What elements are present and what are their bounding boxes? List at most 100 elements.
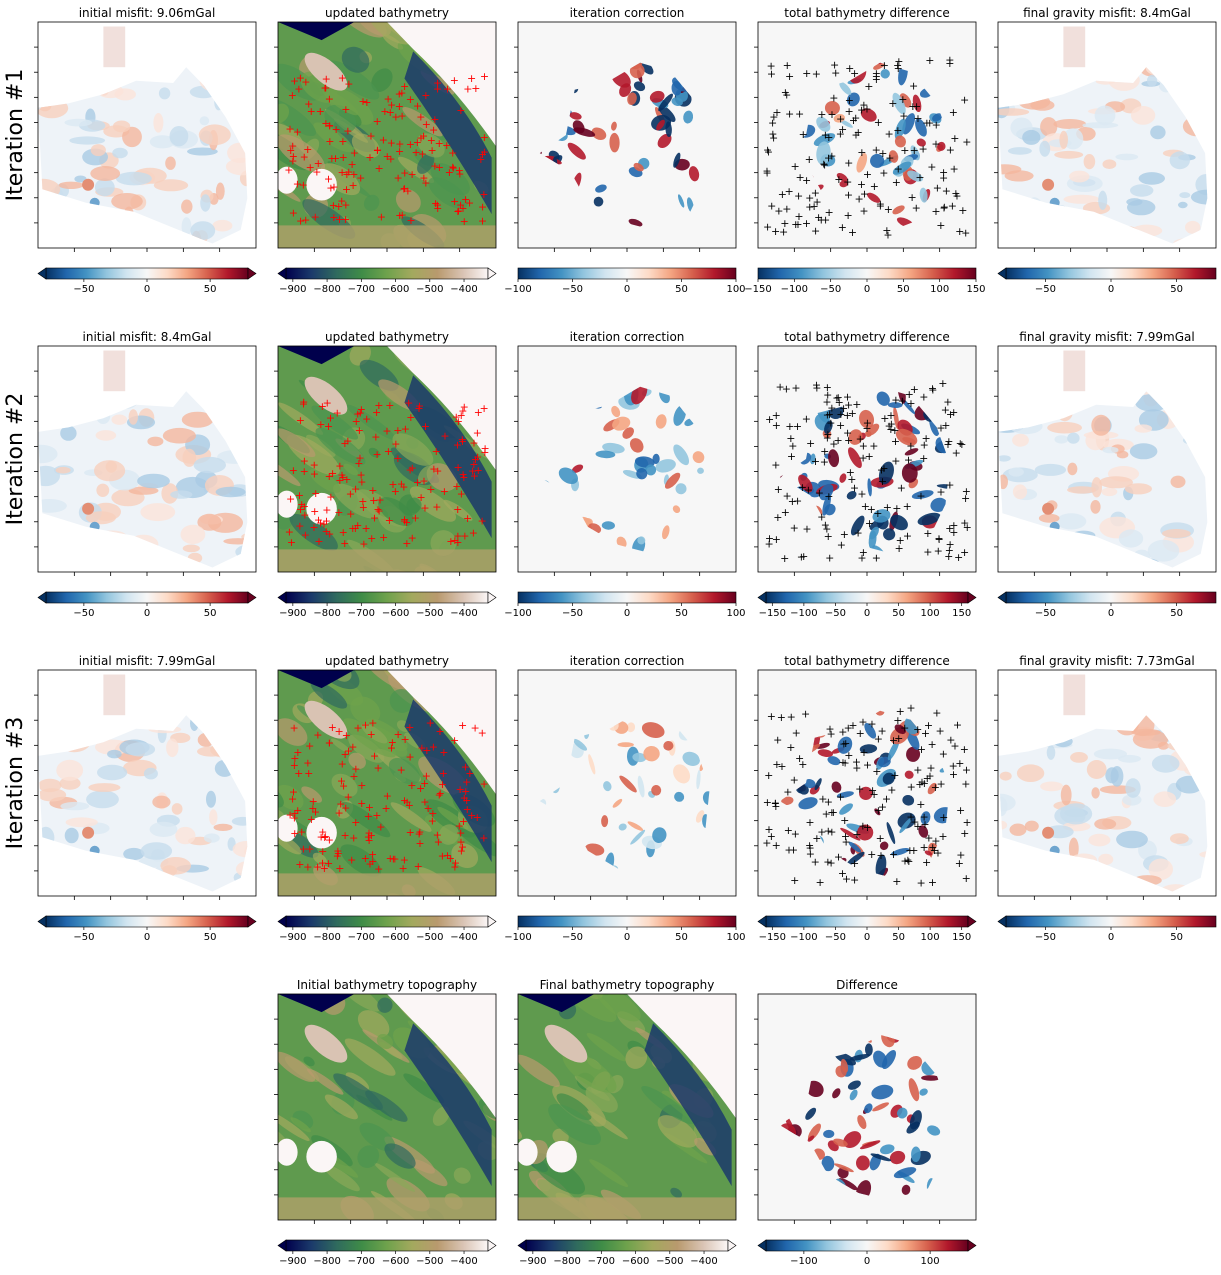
terrain-patch: [301, 786, 323, 803]
constraint-point: +: [762, 837, 771, 850]
misfit-patch: [1201, 460, 1208, 472]
difference-patch: [846, 851, 865, 866]
constraint-point: +: [370, 749, 379, 762]
difference-patch: [870, 153, 885, 168]
difference-patch: [894, 118, 906, 140]
misfit-patch: [111, 193, 143, 210]
difference-patch: [919, 1088, 928, 1096]
constraint-point: +: [950, 132, 959, 145]
constraint-point: +: [834, 391, 843, 404]
constraint-point: +: [935, 725, 944, 738]
constraint-point: +: [406, 411, 415, 424]
constraint-point: +: [381, 802, 390, 815]
constraint-point: +: [827, 149, 836, 162]
terrain-patch: [278, 103, 290, 124]
constraint-point: +: [480, 131, 489, 144]
r1c3-background: [518, 22, 736, 248]
constraint-point: +: [460, 530, 469, 543]
misfit-patch: [187, 147, 218, 156]
constraint-point: +: [823, 855, 832, 868]
difference-patch: [876, 391, 890, 406]
misfit-patch: [1133, 875, 1162, 886]
constraint-point: +: [861, 500, 870, 513]
colorbar-tick-label: 0: [624, 932, 630, 943]
constraint-point: +: [842, 873, 851, 886]
constraint-point: +: [782, 490, 791, 503]
colorbar-tick-label: −800: [553, 1256, 580, 1267]
constraint-point: +: [823, 389, 832, 402]
colorbar-extend-max: [247, 591, 257, 604]
constraint-point: +: [419, 130, 428, 143]
difference-patch: [612, 416, 631, 431]
misfit-patch: [169, 126, 189, 147]
terrain-patch: [278, 1051, 316, 1082]
constraint-point: +: [817, 511, 826, 524]
terrain-patch: [518, 1054, 560, 1087]
ice-rise: [306, 168, 337, 201]
colorbar-tick-label: 100: [921, 608, 940, 619]
colorbar-tick-label: −900: [519, 1256, 546, 1267]
difference-patch: [567, 142, 586, 160]
constraint-point: +: [798, 758, 807, 771]
constraint-point: +: [433, 83, 442, 96]
constraint-point: +: [906, 439, 915, 452]
misfit-patch: [199, 116, 210, 126]
colorbar-tick-label: −900: [279, 284, 306, 295]
constraint-point: +: [318, 400, 327, 413]
difference-patch: [846, 490, 857, 500]
constraint-point: +: [395, 88, 404, 101]
terrain-patch: [278, 428, 316, 458]
constraint-point: +: [925, 117, 934, 130]
constraint-point: +: [773, 511, 782, 524]
constraint-point: +: [435, 788, 444, 801]
constraint-point: +: [824, 131, 833, 144]
panel-r4c2: Initial bathymetry topography−900 −800 −70…: [274, 978, 497, 1267]
constraint-point: +: [457, 409, 466, 422]
constraint-point: +: [288, 154, 297, 167]
difference-patch: [860, 108, 877, 122]
colorbar-extend-min: [37, 915, 47, 928]
colorbar-extend-min: [277, 591, 287, 604]
constraint-point: +: [836, 113, 845, 126]
constraint-point: +: [289, 207, 298, 220]
colorbar-tick-label: −50: [73, 284, 94, 295]
misfit-patch: [123, 847, 145, 861]
constraint-point: +: [956, 437, 965, 450]
difference-patch: [875, 854, 887, 878]
difference-patch: [912, 94, 922, 113]
constraint-point: +: [859, 204, 868, 217]
difference-patch: [856, 1155, 870, 1171]
misfit-patch: [74, 175, 87, 183]
constraint-point: +: [449, 161, 458, 174]
difference-patch: [692, 451, 705, 464]
constraint-point: +: [769, 132, 778, 145]
constraint-point: +: [909, 80, 918, 93]
constraint-point: +: [387, 137, 396, 150]
constraint-point: +: [826, 416, 835, 429]
misfit-patch: [998, 474, 1008, 490]
constraint-point: +: [903, 530, 912, 543]
terrain-patch: [306, 1068, 344, 1095]
colorbar-tick-label: 0: [1108, 932, 1114, 943]
constraint-point: +: [362, 413, 371, 426]
constraint-point: +: [429, 462, 438, 475]
difference-patch: [633, 81, 646, 92]
colorbar-tick-label: −700: [348, 608, 375, 619]
misfit-anomaly-positive: [82, 178, 95, 191]
constraint-point: +: [478, 215, 487, 228]
constraint-point: +: [919, 811, 928, 824]
terrain-patch: [556, 1093, 592, 1121]
constraint-point: +: [311, 210, 320, 223]
difference-patch: [864, 1043, 873, 1056]
constraint-point: +: [356, 407, 365, 420]
colorbar-tick-label: −500: [416, 1256, 443, 1267]
misfit-patch: [69, 136, 106, 145]
ice-rise: [306, 816, 337, 849]
colorbar-extend-max: [967, 591, 977, 604]
colorbar-tick-label: 50: [675, 284, 688, 295]
constraint-point: +: [414, 402, 423, 415]
constraint-point: +: [906, 702, 915, 715]
difference-patch: [671, 80, 682, 96]
difference-patch: [906, 728, 920, 750]
constraint-point: +: [458, 719, 467, 732]
